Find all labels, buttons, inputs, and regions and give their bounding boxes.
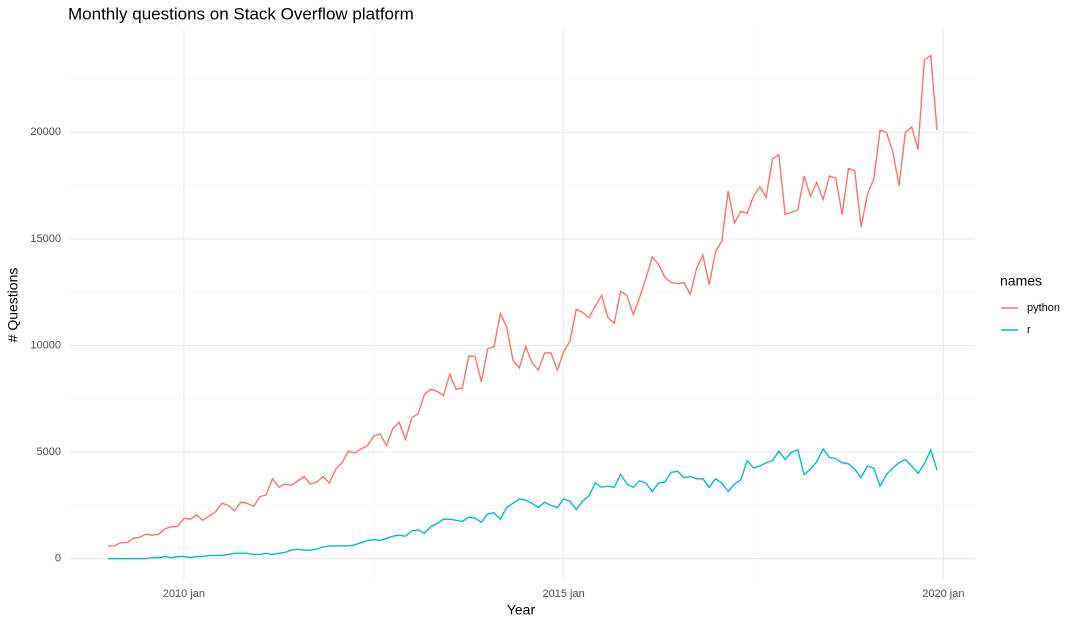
line-series: [107, 54, 938, 547]
y-tick-label: 15000: [30, 233, 61, 245]
x-tick-label: 2020 jan: [922, 588, 964, 600]
y-tick-label: 0: [55, 553, 61, 565]
y-tick-label: 5000: [37, 446, 61, 458]
legend-title: names: [1000, 273, 1042, 289]
legend-label: python: [1027, 302, 1060, 314]
x-tick-label: 2015 jan: [543, 588, 585, 600]
line-series: [107, 447, 938, 560]
y-axis-label: # Questions: [5, 268, 21, 343]
y-tick-label: 10000: [30, 339, 61, 351]
legend-label: r: [1027, 324, 1031, 336]
x-tick-label: 2010 jan: [163, 588, 205, 600]
x-axis-label: Year: [507, 602, 536, 618]
chart-title: Monthly questions on Stack Overflow plat…: [68, 4, 414, 23]
y-tick-label: 20000: [30, 126, 61, 138]
